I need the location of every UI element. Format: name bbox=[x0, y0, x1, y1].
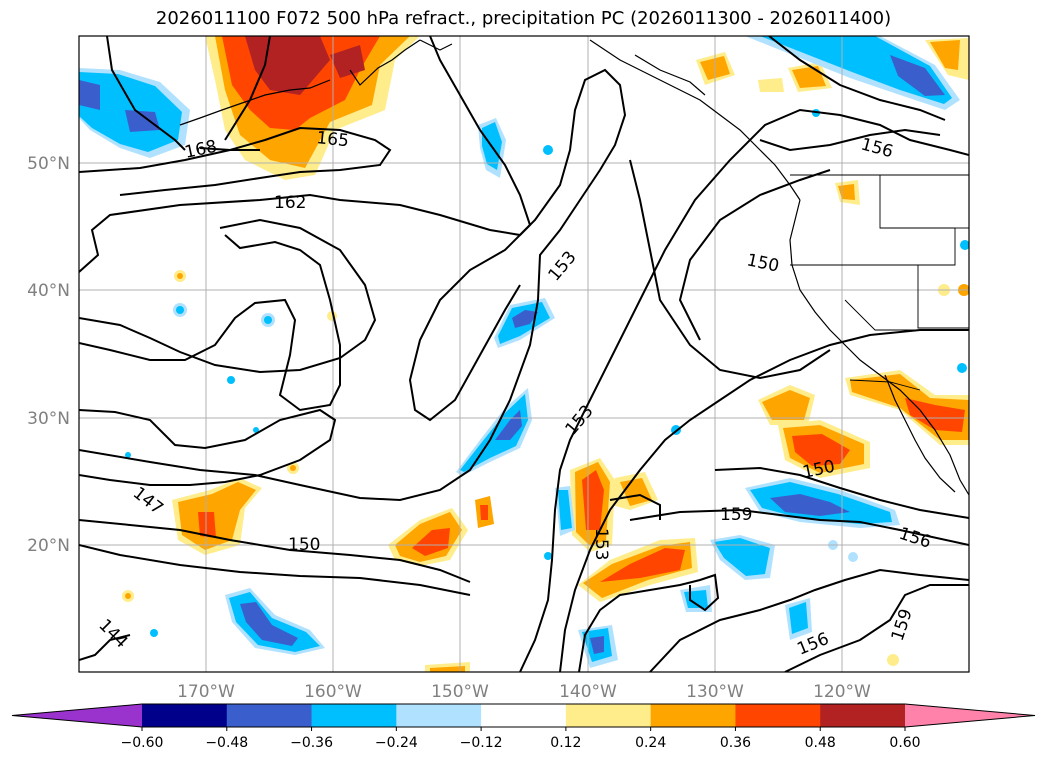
precip-negative-region bbox=[79, 80, 100, 110]
contour-label: 165 bbox=[315, 128, 349, 151]
colorbar-tick-label: −0.12 bbox=[460, 735, 503, 751]
precip-negative-region bbox=[227, 376, 235, 384]
gridlines bbox=[79, 36, 969, 672]
colorbar-segment bbox=[481, 704, 567, 727]
map-panel bbox=[79, 36, 969, 672]
colorbar-tick-label: 0.36 bbox=[720, 735, 751, 751]
colorbar-tick-label: −0.60 bbox=[121, 735, 164, 751]
precip-negative-region bbox=[544, 552, 552, 560]
coastlines bbox=[179, 39, 969, 496]
lon-tick-label: 140°W bbox=[559, 682, 617, 702]
contour-label: 162 bbox=[274, 193, 306, 213]
precip-negative-region bbox=[125, 110, 160, 132]
precip-negative-region bbox=[150, 629, 158, 637]
lon-tick-label: 120°W bbox=[813, 682, 871, 702]
colorbar-tick-label: 0.24 bbox=[635, 735, 666, 751]
colorbar-segment bbox=[735, 704, 821, 727]
map-frame bbox=[78, 35, 970, 673]
latitude-tick-labels: 50°N 40°N 30°N 20°N bbox=[27, 154, 70, 556]
lat-tick-label: 20°N bbox=[27, 536, 70, 556]
colorbar-segment bbox=[311, 704, 397, 727]
precip-positive-region bbox=[125, 593, 131, 599]
precip-positive-region bbox=[245, 36, 330, 95]
colorbar-segment bbox=[142, 704, 228, 727]
lat-tick-label: 40°N bbox=[27, 281, 70, 301]
precip-positive-region bbox=[290, 465, 296, 471]
precip-negative-region bbox=[543, 145, 553, 155]
precip-negative-region bbox=[176, 306, 184, 314]
colorbar-extend-low bbox=[12, 704, 142, 727]
precip-negative-region bbox=[253, 427, 259, 433]
height-contours bbox=[79, 36, 969, 672]
longitude-tick-labels: 170°W 160°W 150°W 140°W 130°W 120°W bbox=[177, 682, 871, 702]
precip-positive-region bbox=[330, 45, 365, 78]
precip-negative-region bbox=[714, 538, 770, 576]
precip-negative-region bbox=[890, 55, 945, 96]
precip-negative-region bbox=[558, 490, 572, 530]
colorbar-tick-label: −0.24 bbox=[375, 735, 418, 751]
colorbar-tick-label: −0.36 bbox=[290, 735, 333, 751]
precip-positive-region bbox=[480, 505, 488, 520]
precip-positive-region bbox=[930, 40, 960, 70]
precip-negative-region bbox=[960, 240, 969, 250]
precip-negative-region bbox=[240, 602, 298, 646]
precip-negative-region bbox=[957, 363, 967, 373]
colorbar-segment bbox=[565, 704, 652, 727]
precip-negative-region bbox=[770, 494, 850, 516]
precip-negative-region bbox=[125, 452, 131, 458]
colorbar-extend-high bbox=[905, 704, 1035, 727]
precip-positive-region bbox=[905, 398, 965, 432]
colorbar-segment bbox=[396, 704, 482, 727]
precip-negative-region bbox=[760, 36, 952, 104]
lon-tick-label: 150°W bbox=[431, 682, 489, 702]
colorbar-tick-label: −0.48 bbox=[205, 735, 248, 751]
precip-positive-region bbox=[177, 273, 183, 279]
precip-positive-region bbox=[887, 654, 899, 666]
precip-negative-region bbox=[789, 602, 808, 634]
colorbar: −0.60 −0.48 −0.36 −0.24 −0.12 0.12 0.24 0.36 0.4… bbox=[11, 703, 1036, 751]
contour-label: 153 bbox=[591, 528, 611, 560]
colorbar-segment bbox=[650, 704, 736, 727]
map-title: 2026011100 F072 500 hPa refract., precip… bbox=[155, 8, 892, 29]
precip-positive-region bbox=[198, 512, 216, 538]
lat-tick-label: 50°N bbox=[27, 154, 70, 174]
lat-tick-label: 30°N bbox=[27, 409, 70, 429]
colorbar-tick-label: 0.48 bbox=[805, 735, 836, 751]
precip-negative-region bbox=[264, 316, 272, 324]
lon-tick-label: 170°W bbox=[177, 682, 235, 702]
precip-negative-region bbox=[590, 636, 604, 654]
contour-label: 150 bbox=[288, 535, 320, 555]
precip-negative-region bbox=[684, 590, 708, 608]
precip-positive-region bbox=[762, 390, 810, 420]
precip-positive-region bbox=[430, 666, 465, 672]
precip-positive-region bbox=[600, 548, 685, 582]
colorbar-segment bbox=[226, 704, 313, 727]
precip-positive-region bbox=[792, 434, 850, 466]
colorbar-segment bbox=[820, 704, 906, 727]
contour-label: 159 bbox=[720, 505, 752, 525]
colorbar-tick-label: 0.12 bbox=[550, 735, 581, 751]
precip-positive-region bbox=[412, 528, 450, 556]
lon-tick-label: 160°W bbox=[304, 682, 362, 702]
lon-tick-label: 130°W bbox=[686, 682, 744, 702]
precip-negative-region bbox=[512, 310, 538, 328]
colorbar-tick-label: 0.60 bbox=[889, 735, 920, 751]
precip-positive-region bbox=[758, 78, 784, 92]
precip-negative-region bbox=[848, 552, 858, 562]
